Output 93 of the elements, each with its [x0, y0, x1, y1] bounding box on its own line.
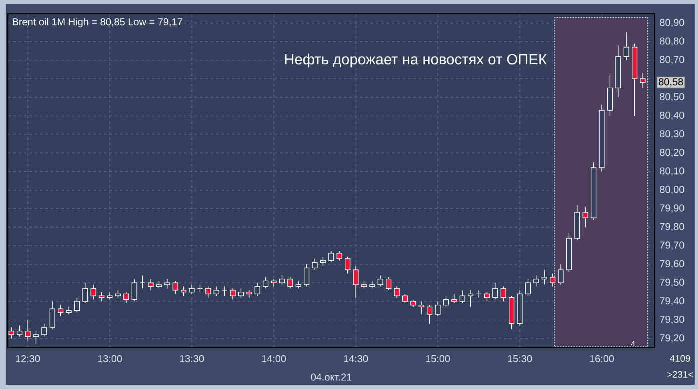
candlestick	[484, 292, 490, 302]
candlestick	[222, 286, 228, 296]
candlestick	[386, 277, 392, 291]
x-tick-label: 14:00	[262, 355, 286, 362]
candlestick	[534, 275, 540, 288]
y-tick-label: 79,50	[660, 278, 684, 288]
y-tick-label: 79,40	[660, 297, 684, 306]
x-tick-label: 14:30	[344, 355, 368, 362]
text: 4109	[670, 355, 690, 362]
candlestick	[452, 294, 458, 304]
candlestick	[443, 296, 450, 308]
candlestick	[107, 292, 113, 300]
candlestick	[25, 320, 31, 341]
candlestick	[148, 279, 154, 291]
candlestick	[312, 258, 318, 270]
candlestick	[164, 279, 170, 289]
candlestick	[328, 251, 334, 263]
candlestick	[460, 290, 466, 304]
candlestick	[74, 298, 80, 314]
y-tick-label: 80,10	[660, 168, 684, 176]
candlestick	[238, 288, 244, 298]
y-tick-label: 80,90	[660, 19, 684, 28]
candlestick	[500, 286, 506, 302]
x-axis-title: 04.окт.21	[311, 374, 352, 381]
y-tick-label: 80,80	[660, 38, 684, 46]
candlestick	[640, 73, 646, 89]
candlestick	[607, 74, 614, 116]
candlestick	[525, 279, 532, 296]
y-tick-label: 80,40	[660, 112, 684, 120]
candlestick	[124, 292, 130, 304]
candlestick	[99, 292, 105, 302]
candlestick	[624, 32, 630, 61]
candlestick	[476, 290, 482, 298]
candlestick	[132, 279, 138, 302]
y-tick-label: 80,50	[660, 93, 684, 102]
candlestick	[271, 279, 277, 288]
candlestick	[402, 294, 408, 304]
candlestick	[172, 280, 178, 295]
annotation: 4	[631, 341, 636, 347]
chart-title: Brent oil 1M High = 80,85 Low = 79,17	[13, 18, 182, 28]
x-tick-label: 13:00	[98, 355, 122, 362]
candlestick	[33, 330, 40, 345]
x-tick-label: 13:30	[180, 355, 204, 362]
y-tick-label: 79,60	[660, 260, 684, 269]
y-tick-label: 80,70	[660, 56, 684, 65]
candlestick	[189, 284, 195, 295]
candlestick	[468, 290, 474, 308]
candlestick	[58, 304, 64, 317]
candlestick	[492, 282, 498, 300]
candlestick	[582, 206, 588, 228]
candlestick	[181, 286, 187, 296]
y-tick-label: 79,90	[660, 204, 684, 213]
candlestick	[140, 275, 146, 289]
annotation: 80,58	[659, 78, 684, 87]
candlestick	[378, 275, 384, 288]
candlestick	[206, 286, 212, 298]
candlestick	[263, 277, 269, 289]
y-tick-label: 79,80	[660, 223, 684, 232]
candlestick	[345, 256, 351, 274]
candlestick	[279, 275, 286, 286]
candlestick	[17, 325, 23, 338]
text: >231<	[668, 371, 694, 378]
candlestick	[50, 301, 56, 330]
candlestick	[90, 284, 96, 300]
candlestick	[254, 282, 260, 296]
candlestick	[418, 301, 424, 315]
candlestick	[8, 327, 14, 340]
annotation: Нефть дорожает на новостях от ОПЕК	[285, 54, 547, 68]
candlestick	[435, 301, 441, 317]
y-tick-label: 80,30	[660, 130, 684, 139]
candlestick	[288, 277, 294, 289]
candlestick	[427, 304, 433, 324]
y-tick-label: 79,20	[660, 334, 684, 343]
x-tick-label: 16:00	[590, 355, 614, 362]
candlestick	[42, 324, 48, 338]
candlestick	[82, 282, 88, 304]
y-tick-label: 80,00	[660, 186, 684, 194]
candlestick	[394, 286, 400, 298]
candlestick	[353, 266, 359, 298]
x-tick-label: 15:30	[508, 355, 532, 362]
y-tick-label: 79,70	[660, 242, 684, 250]
x-tick-label: 12:30	[16, 355, 40, 362]
candlestick	[66, 306, 72, 315]
candlestick	[336, 251, 342, 262]
candlestick	[214, 286, 220, 296]
y-tick-label: 79,30	[660, 316, 684, 324]
candlestick	[304, 264, 310, 288]
candlestick	[558, 264, 564, 286]
candlestick	[230, 288, 236, 300]
candlestick	[320, 256, 326, 267]
candlestick	[542, 270, 548, 286]
y-tick-label: 80,20	[660, 149, 684, 158]
x-tick-label: 15:00	[426, 355, 450, 362]
